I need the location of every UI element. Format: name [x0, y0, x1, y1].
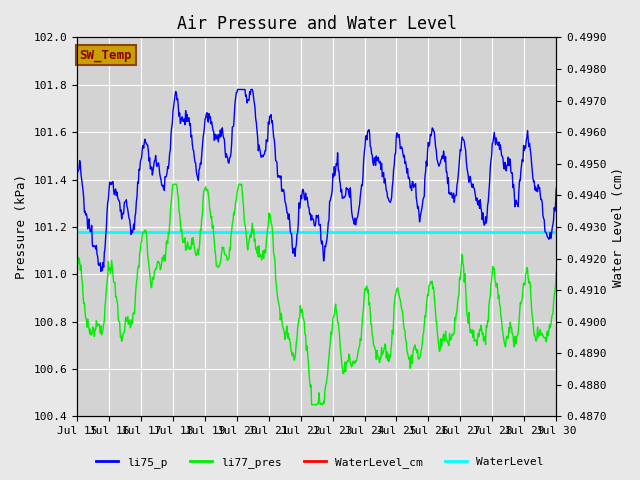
li75_p — [97, 268, 105, 274]
WaterLevel_cm — [105, 229, 113, 235]
li77_pres — [552, 268, 560, 274]
li77_pres — [82, 315, 90, 321]
WaterLevel — [105, 229, 113, 235]
WaterLevel — [73, 229, 81, 235]
Text: SW_Temp: SW_Temp — [79, 48, 132, 62]
li75_p — [132, 210, 140, 216]
Line: li75_p: li75_p — [77, 89, 556, 271]
li75_p — [234, 86, 241, 92]
li75_p — [82, 212, 90, 218]
li75_p — [206, 116, 214, 121]
li77_pres — [180, 239, 188, 245]
li77_pres — [206, 205, 214, 211]
Legend: li75_p, li77_pres, WaterLevel_cm, WaterLevel: li75_p, li77_pres, WaterLevel_cm, WaterL… — [92, 452, 548, 472]
li77_pres — [390, 317, 397, 323]
li75_p — [390, 167, 397, 172]
li75_p — [552, 186, 560, 192]
Y-axis label: Pressure (kPa): Pressure (kPa) — [15, 174, 28, 279]
Y-axis label: Water Level (cm): Water Level (cm) — [612, 167, 625, 287]
li77_pres — [169, 181, 177, 187]
li77_pres — [73, 269, 81, 275]
li75_p — [180, 116, 188, 122]
Line: li77_pres: li77_pres — [77, 184, 556, 405]
li77_pres — [308, 402, 316, 408]
li77_pres — [131, 302, 139, 308]
Title: Air Pressure and Water Level: Air Pressure and Water Level — [177, 15, 456, 33]
li75_p — [376, 160, 383, 166]
WaterLevel_cm — [73, 229, 81, 235]
li75_p — [73, 176, 81, 181]
li77_pres — [376, 360, 383, 366]
